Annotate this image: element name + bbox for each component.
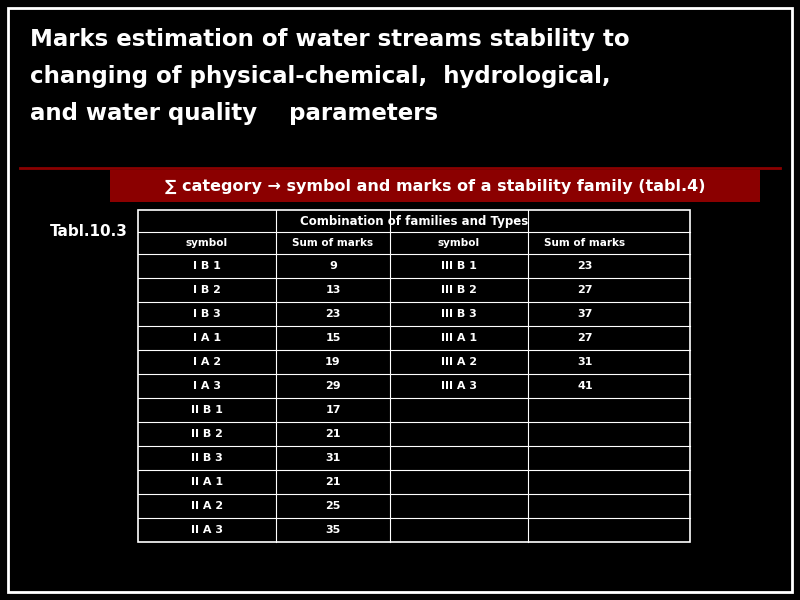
Text: I A 2: I A 2	[193, 357, 221, 367]
Text: 23: 23	[326, 309, 341, 319]
Text: III B 2: III B 2	[441, 285, 477, 295]
Text: II B 2: II B 2	[191, 429, 223, 439]
Text: 31: 31	[578, 357, 593, 367]
Text: 13: 13	[326, 285, 341, 295]
Text: 9: 9	[329, 261, 337, 271]
Text: 27: 27	[578, 285, 593, 295]
Text: Marks estimation of water streams stability to: Marks estimation of water streams stabil…	[30, 28, 630, 51]
Text: ∑ category → symbol and marks of a stability family (tabl.4): ∑ category → symbol and marks of a stabi…	[165, 178, 706, 194]
Text: 37: 37	[578, 309, 593, 319]
Text: 29: 29	[325, 381, 341, 391]
Text: II B 3: II B 3	[191, 453, 223, 463]
Text: symbol: symbol	[438, 238, 480, 248]
Text: III A 3: III A 3	[441, 381, 477, 391]
Text: Sum of marks: Sum of marks	[545, 238, 626, 248]
Text: III A 1: III A 1	[441, 333, 477, 343]
Text: 31: 31	[326, 453, 341, 463]
Text: 27: 27	[578, 333, 593, 343]
Text: and water quality    parameters: and water quality parameters	[30, 102, 438, 125]
Text: II A 1: II A 1	[191, 477, 223, 487]
Text: Sum of marks: Sum of marks	[293, 238, 374, 248]
Text: 17: 17	[326, 405, 341, 415]
Text: 23: 23	[578, 261, 593, 271]
Text: III B 1: III B 1	[441, 261, 477, 271]
Text: changing of physical-chemical,  hydrological,: changing of physical-chemical, hydrologi…	[30, 65, 610, 88]
Text: Tabl.10.3: Tabl.10.3	[50, 224, 128, 239]
Text: II A 2: II A 2	[191, 501, 223, 511]
Text: I A 3: I A 3	[193, 381, 221, 391]
Text: 41: 41	[577, 381, 593, 391]
Bar	[110, 170, 760, 202]
Text: 19: 19	[325, 357, 341, 367]
Text: 25: 25	[326, 501, 341, 511]
Text: 21: 21	[326, 477, 341, 487]
Text: I B 2: I B 2	[193, 285, 221, 295]
Text: 21: 21	[326, 429, 341, 439]
Text: II A 3: II A 3	[191, 525, 223, 535]
Text: I A 1: I A 1	[193, 333, 221, 343]
Text: symbol: symbol	[186, 238, 228, 248]
Text: 15: 15	[326, 333, 341, 343]
Text: Combination of families and Types: Combination of families and Types	[300, 214, 528, 227]
Text: I B 3: I B 3	[193, 309, 221, 319]
Text: III B 3: III B 3	[441, 309, 477, 319]
Text: I B 1: I B 1	[193, 261, 221, 271]
Bar	[138, 210, 690, 542]
Text: 35: 35	[326, 525, 341, 535]
Text: III A 2: III A 2	[441, 357, 477, 367]
Text: II B 1: II B 1	[191, 405, 223, 415]
